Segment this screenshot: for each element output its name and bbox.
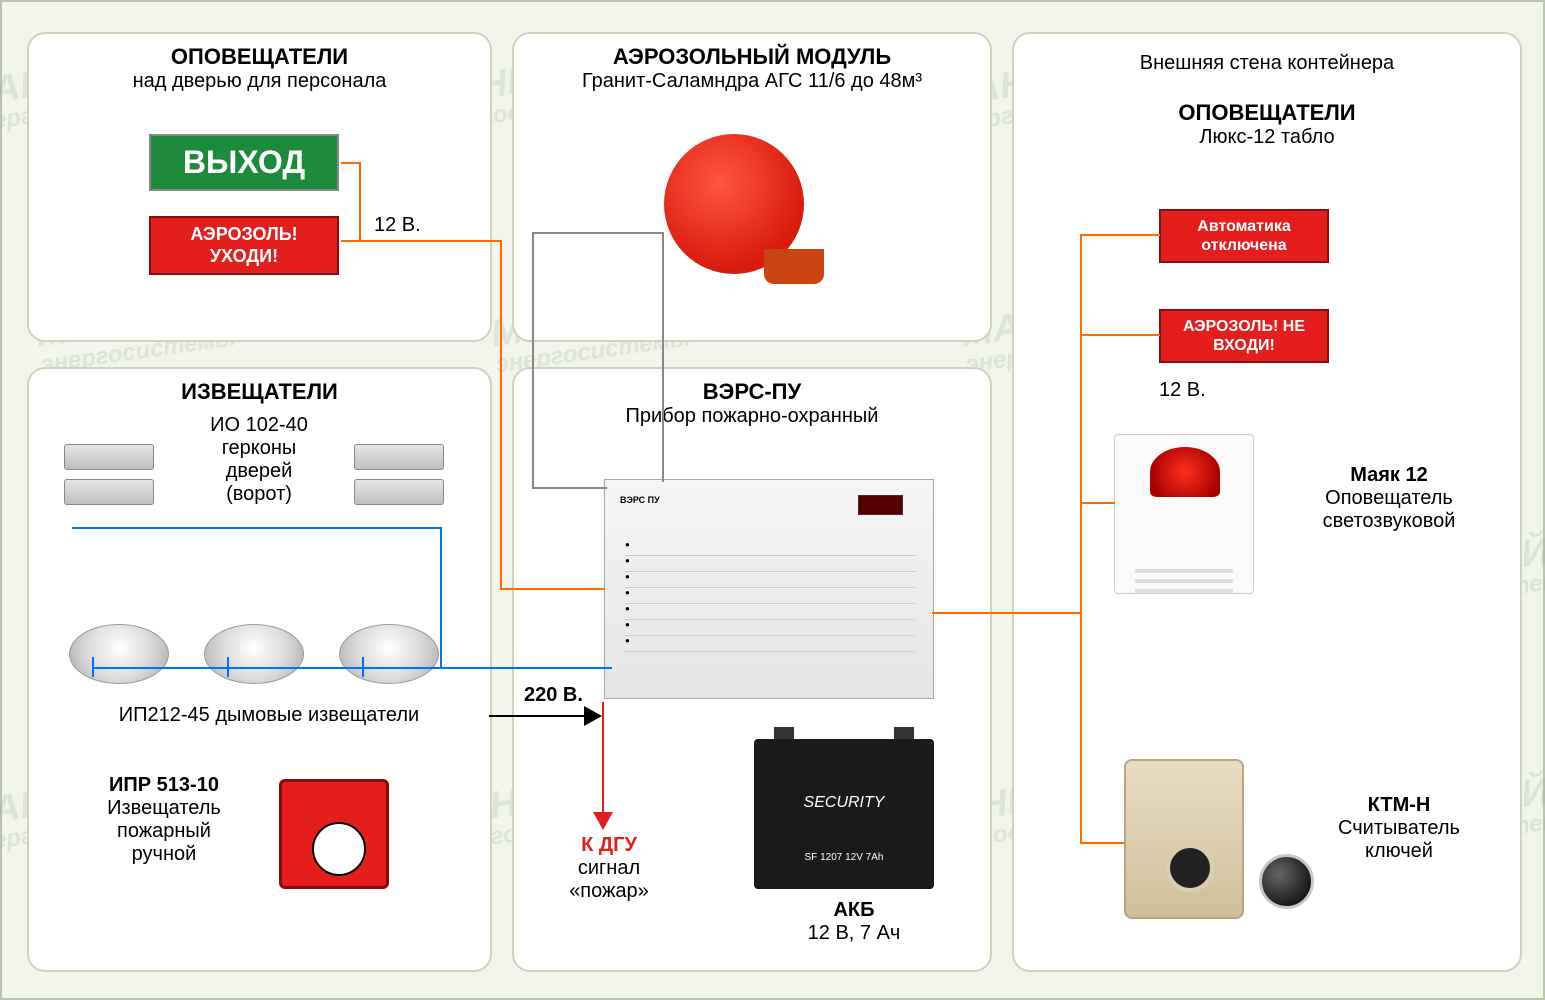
detectors-title: ИЗВЕЩАТЕЛИ xyxy=(29,379,490,405)
reed-switch-icon xyxy=(64,444,154,470)
wire-blue xyxy=(92,657,94,677)
exit-sign: ВЫХОД xyxy=(149,134,339,191)
wire-orange xyxy=(1080,234,1082,844)
wire-orange xyxy=(341,240,501,242)
reader-label: КТМ-Н Считыватель ключей xyxy=(1309,794,1489,863)
wire-orange xyxy=(500,240,502,590)
key-fob-icon xyxy=(1259,854,1314,909)
reed-model: ИО 102-40 герконы дверей (ворот) xyxy=(179,414,339,506)
smoke-label: ИП212-45 дымовые извещатели xyxy=(79,704,459,727)
annunciators-title: ОПОВЕЩАТЕЛИ xyxy=(29,44,490,70)
battery-icon: SECURITY SF 1207 12V 7Ah xyxy=(754,739,934,889)
box-controller: ВЭРС-ПУ Прибор пожарно-охранный ВЭРС ПУ … xyxy=(512,367,992,972)
arrow-down-icon xyxy=(593,812,613,830)
mains-wire xyxy=(489,715,584,717)
manual-call-point-icon xyxy=(279,779,389,889)
reed-switch-icon xyxy=(354,479,444,505)
dgu-label: К ДГУ сигнал «пожар» xyxy=(549,834,669,903)
controller-title: ВЭРС-ПУ xyxy=(514,379,990,405)
wire-blue xyxy=(72,527,442,529)
wire-orange xyxy=(1080,842,1125,844)
manual-call-label: ИПР 513-10 Извещатель пожарный ручной xyxy=(79,774,249,866)
wire-blue xyxy=(92,667,612,669)
aerosol-base-icon xyxy=(764,249,824,284)
aerosol-subtitle: Гранит-Саламндра АГС 11/6 до 48м³ xyxy=(514,70,990,93)
arrow-icon xyxy=(584,706,602,726)
wire-gray xyxy=(532,232,662,234)
wire-orange xyxy=(1080,502,1115,504)
reed-switch-icon xyxy=(64,479,154,505)
box-aerosol-module: АЭРОЗОЛЬНЫЙ МОДУЛЬ Гранит-Саламндра АГС … xyxy=(512,32,992,342)
wire-gray xyxy=(532,232,534,487)
wire-orange xyxy=(359,162,361,242)
aerosol-noentry-sign: АЭРОЗОЛЬ! НЕ ВХОДИ! xyxy=(1159,309,1329,363)
aerosol-leave-sign: АЭРОЗОЛЬ! УХОДИ! xyxy=(149,216,339,275)
box-detectors: ИЗВЕЩАТЕЛИ ИО 102-40 герконы дверей (вор… xyxy=(27,367,492,972)
external-header: Внешняя стена контейнера xyxy=(1014,52,1520,75)
beacon-icon xyxy=(1114,434,1254,594)
key-reader-icon xyxy=(1124,759,1244,919)
control-panel-icon: ВЭРС ПУ ● ● ● ● ● ● ● xyxy=(604,479,934,699)
voltage-12v-ext: 12 В. xyxy=(1159,379,1206,402)
wire-orange xyxy=(500,588,605,590)
smoke-detector-icon xyxy=(339,624,439,684)
wire-gray xyxy=(532,487,607,489)
external-subtitle: Люкс-12 табло xyxy=(1014,126,1520,149)
mains-label: 220 В. xyxy=(524,684,583,707)
wire-orange xyxy=(1080,334,1160,336)
automation-off-sign: Автоматика отключена xyxy=(1159,209,1329,263)
wire-red xyxy=(602,702,604,817)
annunciators-subtitle: над дверью для персонала xyxy=(29,70,490,93)
wire-orange xyxy=(1080,234,1160,236)
wire-gray xyxy=(662,232,664,482)
wire-blue xyxy=(227,657,229,677)
smoke-detector-icon xyxy=(69,624,169,684)
wire-orange xyxy=(341,162,361,164)
controller-subtitle: Прибор пожарно-охранный xyxy=(514,405,990,428)
beacon-label: Маяк 12 Оповещатель светозвуковой xyxy=(1289,464,1489,533)
wire-blue xyxy=(362,657,364,677)
smoke-detector-icon xyxy=(204,624,304,684)
box-annunciators-inside: ОПОВЕЩАТЕЛИ над дверью для персонала ВЫХ… xyxy=(27,32,492,342)
external-title: ОПОВЕЩАТЕЛИ xyxy=(1014,100,1520,126)
reed-switch-icon xyxy=(354,444,444,470)
aerosol-title: АЭРОЗОЛЬНЫЙ МОДУЛЬ xyxy=(514,44,990,70)
battery-label: АКБ 12 В, 7 Ач xyxy=(794,899,914,945)
wire-blue xyxy=(440,527,442,667)
wire-orange xyxy=(932,612,1082,614)
voltage-12v-label: 12 В. xyxy=(374,214,421,237)
